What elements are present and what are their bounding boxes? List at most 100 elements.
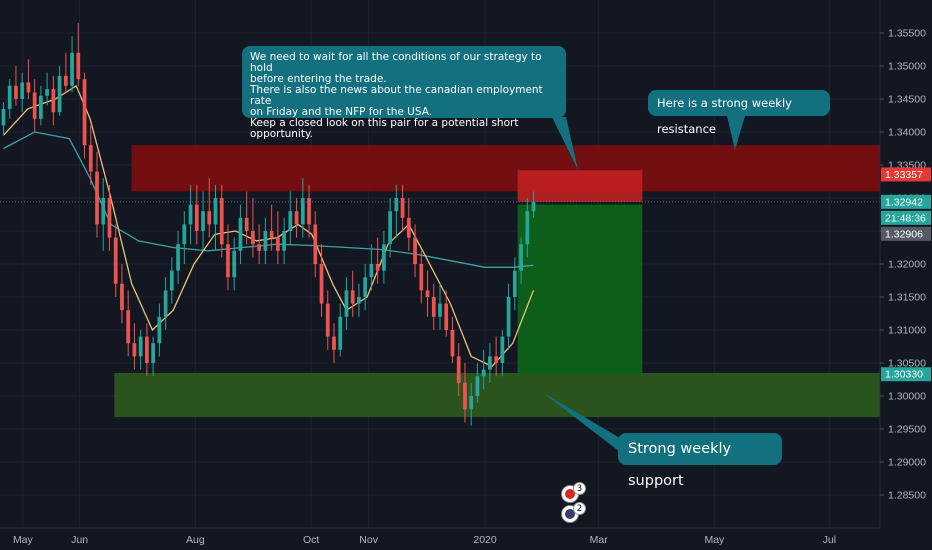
strategy-note-callout[interactable]: We need to wait for all the conditions o… bbox=[242, 46, 566, 140]
candle-body bbox=[20, 82, 25, 99]
candle-body bbox=[375, 264, 380, 271]
price-tick-label: 1.30000 bbox=[888, 391, 926, 403]
candle-body bbox=[14, 85, 18, 99]
support-callout[interactable]: Strong weekly support bbox=[618, 433, 782, 489]
candle-body bbox=[226, 244, 230, 278]
candle-body bbox=[57, 75, 62, 113]
candle-body bbox=[319, 264, 324, 304]
candle-body bbox=[332, 336, 336, 350]
canada-flag-icon bbox=[565, 489, 575, 499]
resistance-callout[interactable]: Here is a strong weekly resistance bbox=[648, 90, 830, 136]
candle-body bbox=[51, 89, 56, 113]
candle-body bbox=[107, 198, 112, 238]
candle-body bbox=[313, 224, 318, 264]
candle-body bbox=[138, 336, 143, 357]
candle-body bbox=[238, 217, 243, 251]
candle-body bbox=[95, 171, 99, 225]
candle-body bbox=[126, 310, 131, 344]
candle-body bbox=[113, 237, 118, 284]
candle-body bbox=[7, 85, 12, 109]
candle-body bbox=[500, 336, 505, 363]
price-tag-label: 21:48:36 bbox=[885, 212, 926, 224]
candle-body bbox=[400, 198, 405, 218]
candle-body bbox=[45, 89, 49, 96]
price-axis-panel bbox=[880, 0, 932, 550]
price-tick-label: 1.35500 bbox=[888, 28, 926, 40]
price-tick-label: 1.31000 bbox=[888, 325, 926, 337]
price-tag bbox=[881, 167, 931, 182]
candle-body bbox=[431, 297, 436, 317]
candle-body bbox=[406, 217, 411, 238]
price-tag bbox=[881, 210, 931, 225]
time-tick-label: Jul bbox=[823, 534, 836, 546]
price-tick-label: 1.32000 bbox=[888, 259, 926, 271]
time-tick-label: Mar bbox=[590, 534, 609, 546]
candle-body bbox=[1, 108, 6, 126]
candle-body bbox=[382, 244, 386, 271]
note-line: Keep a closed look on this pair for a po… bbox=[250, 117, 519, 140]
candle-body bbox=[282, 231, 286, 251]
candle-body bbox=[244, 217, 249, 231]
zone-short-target bbox=[517, 204, 643, 375]
price-tag bbox=[881, 367, 931, 382]
candle-body bbox=[488, 356, 492, 370]
support-pointer bbox=[542, 392, 620, 452]
price-tick-label: 1.28500 bbox=[888, 490, 926, 502]
candle-body bbox=[444, 303, 449, 330]
candle-body bbox=[438, 303, 442, 317]
candle-body bbox=[63, 75, 68, 86]
note-line: before entering the trade. bbox=[250, 73, 387, 85]
event-count-badge: 2 bbox=[573, 502, 586, 515]
zone-resistance bbox=[131, 145, 887, 192]
candle-body bbox=[425, 290, 430, 297]
candle-body bbox=[475, 376, 480, 396]
note-line: on Friday and the NFP for the USA. bbox=[250, 106, 433, 118]
candle-body bbox=[369, 264, 374, 278]
price-tag bbox=[881, 194, 931, 209]
candle-body bbox=[481, 369, 486, 377]
candle-body bbox=[82, 79, 87, 146]
candle-body bbox=[132, 343, 137, 357]
event-ca-icon[interactable]: 3 bbox=[561, 482, 586, 503]
candle-body bbox=[456, 356, 461, 383]
candle-body bbox=[269, 231, 274, 238]
candle-body bbox=[182, 224, 187, 245]
price-tag bbox=[881, 226, 931, 241]
note-line: There is also the news about the canadia… bbox=[250, 84, 543, 107]
price-tick-label: 1.31500 bbox=[888, 292, 926, 304]
price-tag-label: 1.32906 bbox=[885, 228, 923, 240]
time-tick-label: Jun bbox=[71, 534, 88, 546]
zone-support bbox=[114, 372, 887, 418]
candle-body bbox=[163, 290, 168, 317]
candle-body bbox=[388, 211, 392, 245]
resistance-pointer bbox=[727, 116, 745, 150]
candle-body bbox=[394, 198, 399, 212]
candle-body bbox=[194, 204, 199, 231]
time-tick-label: Aug bbox=[186, 534, 205, 546]
event-us-icon[interactable]: 2 bbox=[561, 502, 586, 523]
price-tick-label: 1.30500 bbox=[888, 358, 926, 370]
zone-short-stop bbox=[517, 170, 643, 202]
candle-body bbox=[325, 303, 330, 337]
note-pointer bbox=[552, 117, 578, 170]
candle-body bbox=[26, 82, 31, 93]
candle-body bbox=[263, 231, 268, 251]
candle-body bbox=[357, 297, 361, 304]
candle-body bbox=[88, 145, 93, 172]
time-tick-label: 2020 bbox=[473, 534, 497, 546]
candle-body bbox=[120, 283, 124, 311]
candle-body bbox=[251, 231, 255, 245]
candle-body bbox=[450, 330, 455, 357]
candle-body bbox=[344, 290, 349, 317]
candle-body bbox=[201, 211, 205, 231]
candle-body bbox=[101, 198, 106, 225]
candle-body bbox=[307, 198, 311, 225]
time-tick-label: Nov bbox=[359, 534, 378, 546]
candle-body bbox=[275, 237, 280, 251]
candle-body bbox=[232, 250, 237, 278]
candle-body bbox=[506, 297, 511, 337]
candle-body bbox=[413, 237, 417, 264]
candle-body bbox=[145, 336, 149, 363]
candle-body bbox=[463, 382, 467, 410]
